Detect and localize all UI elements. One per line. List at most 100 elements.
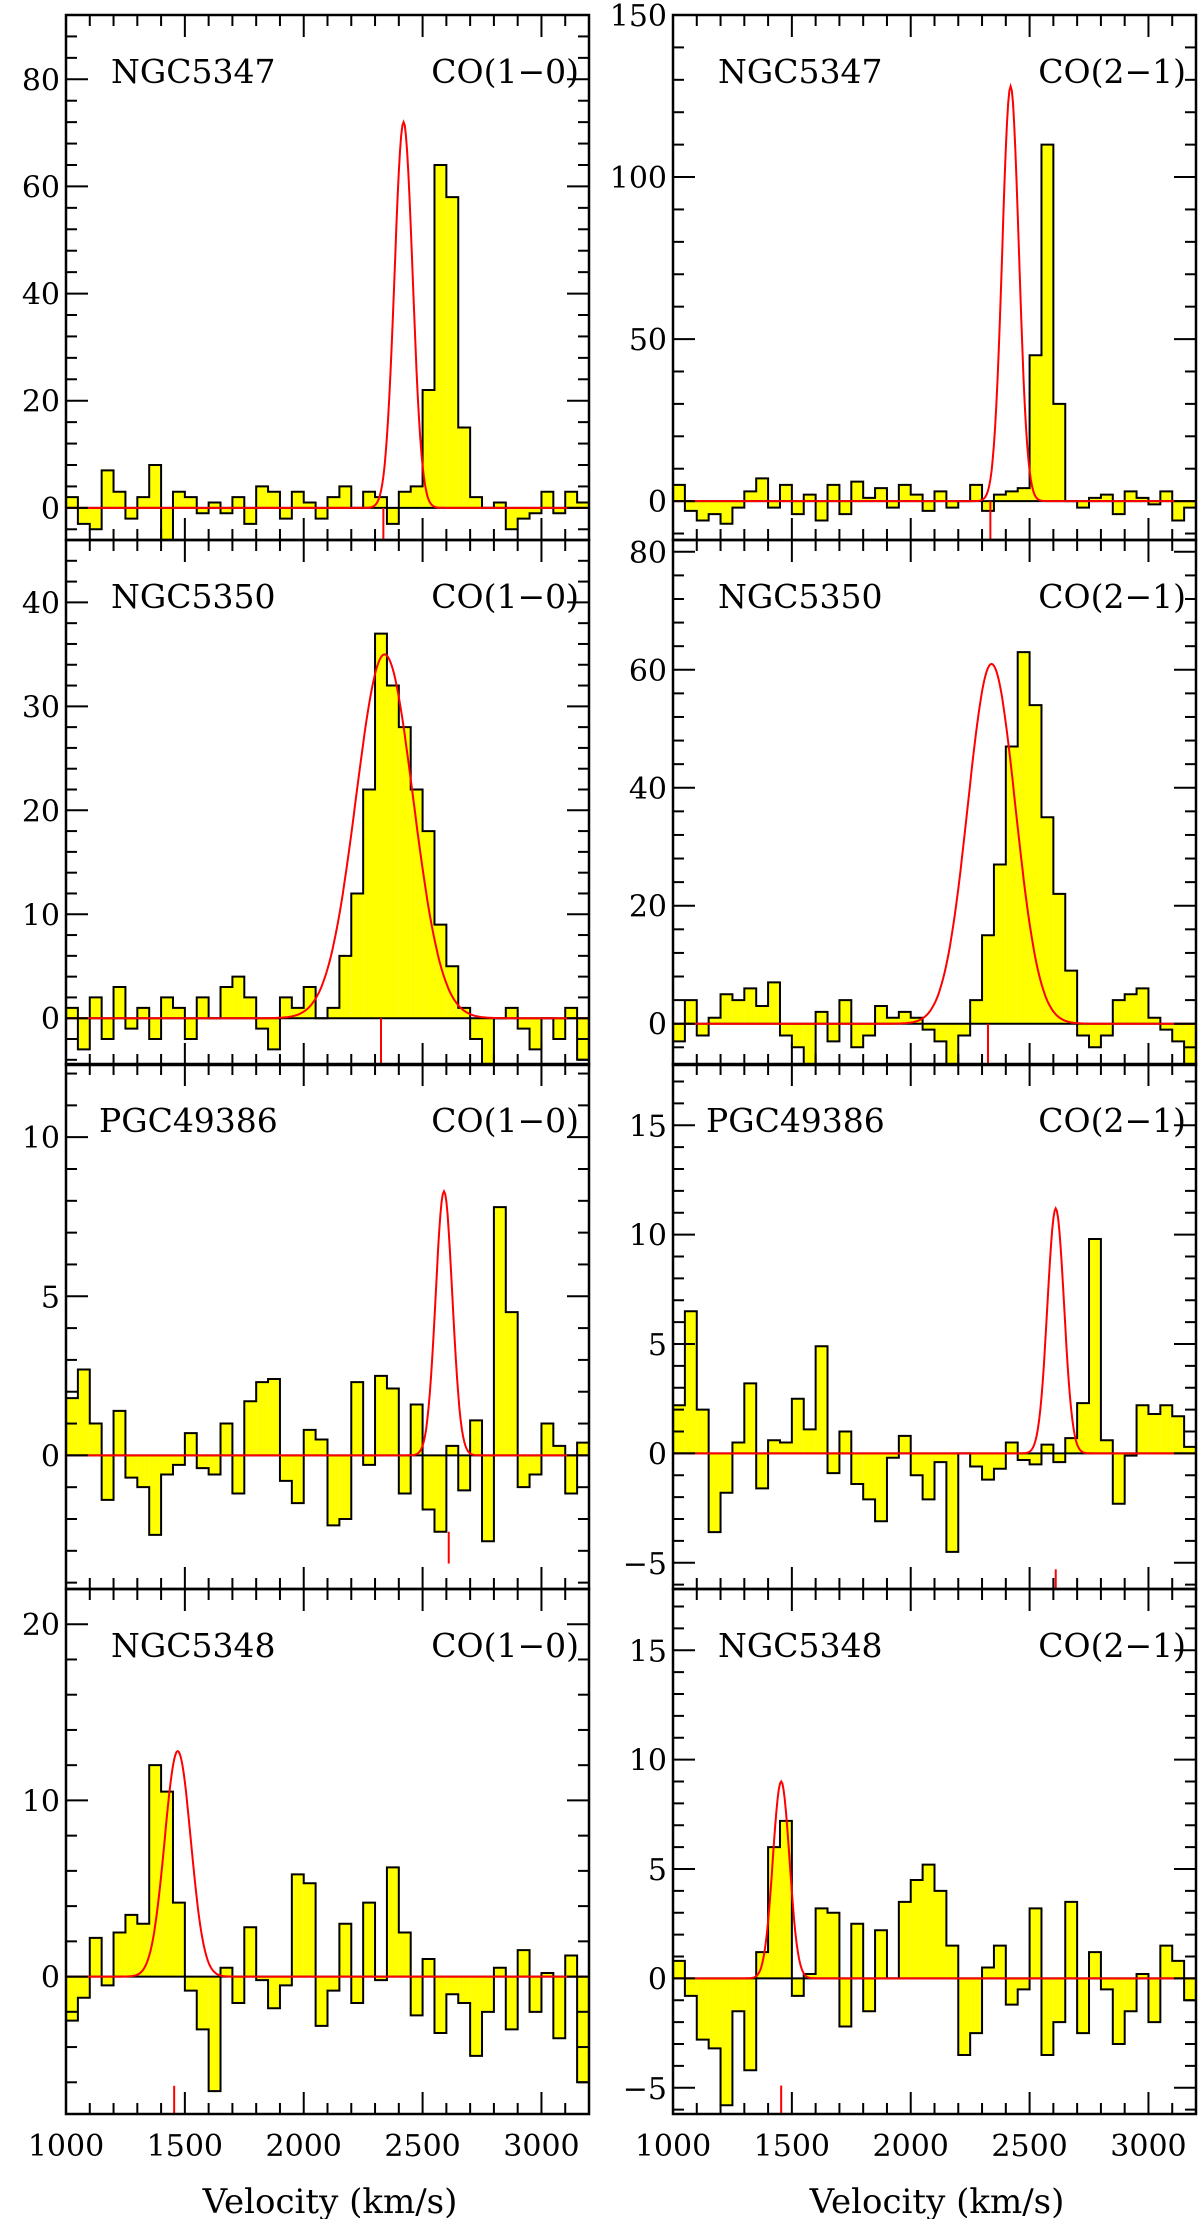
hist-bar-ngc5350-co21	[1124, 994, 1137, 1024]
hist-bar-ngc5348-co21	[815, 1908, 828, 1979]
hist-bar-ngc5348-co21	[732, 1978, 745, 2012]
hist-bar-pgc49386-co10	[137, 1455, 150, 1488]
hist-bar-ngc5348-co10	[541, 1973, 554, 1977]
hist-bar-ngc5348-co10	[339, 1923, 352, 1977]
hist-bar-pgc49386-co21	[1172, 1416, 1185, 1454]
hist-bar-ngc5348-co10	[386, 1867, 399, 1977]
x-tick-label-ngc5348-co10: 2000	[266, 2129, 342, 2164]
gaussian-fit-ngc5348-co21	[673, 1779, 1196, 1980]
panel-ngc5348-co10: 0 10 20 1000 1500 2000 2500 3000 NGC5348 CO(1−0)	[22, 1587, 591, 2164]
panel-frame-ngc5347-co21	[671, 13, 1198, 542]
hist-bar-ngc5348-co21	[851, 1923, 864, 1979]
hist-bar-ngc5348-co10	[493, 1967, 506, 1977]
hist-bar-ngc5350-co21	[958, 1023, 971, 1036]
hist-bar-ngc5350-co21	[1041, 817, 1054, 1024]
y-tick-label-ngc5350-co10: 10	[22, 898, 60, 933]
hist-bar-ngc5350-co21	[982, 935, 994, 1024]
hist-bar-ngc5350-co10	[66, 1007, 78, 1019]
hist-bar-ngc5347-co21	[791, 501, 804, 515]
y-tick-label-ngc5350-co21: 20	[629, 890, 667, 925]
hist-bar-pgc49386-co10	[505, 1312, 518, 1456]
hist-bar-ngc5350-co21	[1089, 1023, 1101, 1048]
hist-bar-ngc5348-co21	[1017, 1978, 1030, 1990]
hist-bar-ngc5350-co10	[291, 1007, 304, 1019]
hist-bar-ngc5348-co10	[517, 1950, 530, 1977]
hist-bar-ngc5350-co21	[720, 994, 733, 1024]
hist-bar-pgc49386-co21	[1041, 1444, 1054, 1454]
galaxy-name-ngc5347-co10: NGC5347	[111, 52, 275, 91]
hist-bar-ngc5350-co10	[351, 893, 364, 1019]
hist-bar-ngc5348-co10	[565, 1955, 578, 1977]
hist-bar-ngc5350-co10	[327, 1007, 340, 1019]
co-transition-pgc49386-co21: CO(2−1)	[1038, 1101, 1186, 1140]
hist-bar-ngc5347-co10	[375, 497, 387, 508]
hist-bar-pgc49386-co21	[708, 1453, 721, 1533]
hist-bar-ngc5350-co21	[886, 1017, 899, 1024]
hist-bar-pgc49386-co21	[1065, 1438, 1078, 1454]
hist-bar-pgc49386-co21	[1112, 1453, 1125, 1504]
hist-bar-ngc5347-co21	[720, 501, 733, 524]
hist-bar-ngc5348-co10	[77, 1976, 90, 1998]
hist-bar-ngc5347-co21	[1077, 501, 1090, 508]
hist-bar-ngc5347-co21	[756, 478, 769, 502]
y-tick-label-ngc5347-co10: 60	[22, 170, 60, 205]
hist-bar-pgc49386-co21	[744, 1383, 757, 1454]
hist-bar-ngc5350-co21	[970, 1000, 983, 1024]
y-tick-label-ngc5347-co21: 0	[648, 485, 667, 520]
hist-bar-pgc49386-co10	[398, 1455, 411, 1494]
hist-bar-ngc5347-co21	[910, 494, 923, 502]
panel-ngc5347-co10: 0 20 40 60 80 NGC5347 CO(1−0)	[22, 13, 613, 542]
hist-bar-ngc5347-co21	[922, 501, 935, 511]
hist-outline-pgc49386-co21	[673, 1238, 1196, 1553]
hist-bar-ngc5347-co10	[279, 507, 292, 519]
hist-bar-ngc5350-co21	[993, 864, 1006, 1024]
hist-bar-pgc49386-co10	[279, 1455, 292, 1481]
hist-bar-ngc5347-co10	[303, 502, 316, 508]
y-tick-label-ngc5350-co10: 0	[41, 1002, 60, 1037]
hist-bar-ngc5347-co21	[827, 484, 840, 502]
hist-bar-ngc5348-co10	[470, 1976, 483, 2056]
hist-bar-ngc5347-co21	[839, 501, 852, 515]
hist-bar-ngc5347-co21	[993, 494, 1006, 502]
hist-bar-ngc5347-co10	[101, 470, 114, 508]
hist-bar-pgc49386-co10	[184, 1433, 197, 1456]
hist-bar-pgc49386-co21	[875, 1453, 887, 1522]
hist-outline-ngc5347-co10	[66, 164, 589, 540]
hist-bar-ngc5348-co10	[505, 1976, 518, 2030]
hist-bar-pgc49386-co21	[756, 1453, 769, 1489]
hist-bar-ngc5347-co10	[172, 491, 185, 508]
hist-bar-ngc5347-co10	[256, 486, 269, 508]
hist-bar-pgc49386-co21	[982, 1453, 994, 1480]
hist-bar-pgc49386-co21	[779, 1442, 792, 1454]
hist-bar-pgc49386-co10	[458, 1455, 471, 1491]
hist-bar-ngc5350-co10	[101, 1018, 114, 1040]
y-tick-label-ngc5347-co21: 50	[629, 323, 667, 358]
hist-outline-ngc5348-co10	[66, 1764, 589, 2093]
hist-bar-pgc49386-co21	[839, 1431, 852, 1454]
hist-bar-ngc5348-co10	[363, 1902, 376, 1977]
hist-bar-ngc5347-co10	[493, 502, 506, 508]
hist-bar-pgc49386-co21	[1089, 1239, 1101, 1454]
hist-bar-ngc5350-co21	[779, 1023, 792, 1036]
hist-bar-ngc5347-co21	[1112, 501, 1125, 515]
hist-bar-ngc5347-co21	[803, 494, 816, 502]
hist-bar-pgc49386-co21	[768, 1440, 780, 1454]
panel-frame-ngc5348-co10	[64, 1587, 591, 2116]
y-tick-label-ngc5350-co21: 0	[648, 1008, 667, 1043]
hist-bar-pgc49386-co21	[851, 1453, 864, 1484]
hist-bar-ngc5347-co10	[244, 507, 257, 524]
y-tick-label-ngc5350-co21: 40	[629, 772, 667, 807]
hist-bar-pgc49386-co10	[470, 1420, 483, 1456]
hist-bar-ngc5347-co10	[601, 508, 613, 524]
hist-bar-pgc49386-co10	[625, 1443, 637, 1456]
hist-bar-ngc5348-co21	[982, 1967, 994, 1979]
hist-bar-ngc5348-co10	[410, 1976, 423, 2016]
hist-bar-ngc5348-co10	[375, 1976, 387, 1981]
hist-bar-ngc5350-co21	[1077, 1023, 1090, 1036]
hist-bar-ngc5347-co10	[470, 497, 483, 508]
co-transition-ngc5347-co21: CO(2−1)	[1038, 52, 1186, 91]
hist-bar-pgc49386-co10	[601, 1455, 613, 1487]
hist-bar-pgc49386-co21	[673, 1405, 685, 1454]
y-tick-label-ngc5348-co21: 10	[629, 1744, 667, 1779]
hist-bar-ngc5350-co21	[946, 1023, 959, 1065]
